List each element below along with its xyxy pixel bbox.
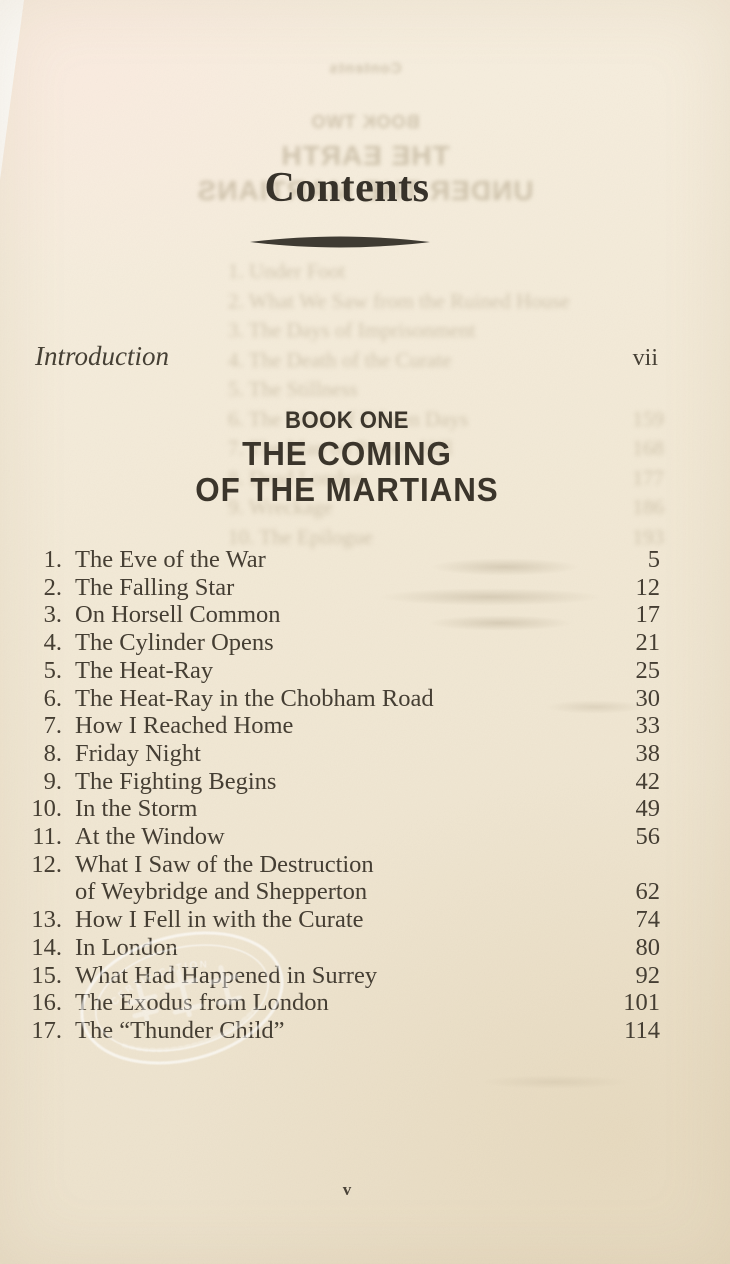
chapter-number: 13. <box>31 906 62 934</box>
chapter-page-number: 49 <box>635 795 661 823</box>
ghost-toc-line: 9. Wreckage 186 <box>228 495 664 519</box>
book-one-title-line1: THE COMING <box>242 435 452 472</box>
chapter-number: 10. <box>31 795 62 823</box>
chapter-page-number: 30 <box>635 684 661 712</box>
chapter-row: 3. On Horsell Common 17 <box>28 601 660 629</box>
chapter-row: 9. The Fighting Begins 42 <box>28 768 660 796</box>
chapter-title: How I Reached Home <box>75 712 294 740</box>
bleed-through-smudge <box>430 558 580 576</box>
emboss-stamp-watermark: CERTIFICATION <box>80 931 284 1065</box>
bleed-through-smudge <box>378 588 603 606</box>
chapter-page-number: 12 <box>635 573 661 601</box>
ghost-toc-line: 3. The Days of Imprisonment <box>228 318 476 342</box>
chapter-number: 1. <box>43 546 62 573</box>
chapter-number: 8. <box>43 739 62 767</box>
chapter-number: 6. <box>43 684 62 712</box>
ghost-toc-lines: 1. Under Foot 2. What We Saw from the Ru… <box>228 259 664 554</box>
chapter-page-number: 42 <box>635 767 661 795</box>
book-one-kicker: BOOK ONE <box>285 407 409 434</box>
ornament-divider <box>250 236 430 248</box>
chapter-page-number: 5 <box>647 546 660 573</box>
chapter-page-number: 38 <box>635 739 661 767</box>
bleed-through-smudge <box>545 700 645 714</box>
intro-row: Introduction vii <box>35 341 658 372</box>
bleed-through-smudge <box>428 615 573 631</box>
stamp-arc-text: CERTIFICATION <box>104 955 215 1009</box>
chapter-title: The Cylinder Opens <box>75 629 274 657</box>
chapter-row: 2. The Falling Star 12 <box>28 574 660 602</box>
chapter-page-number: 92 <box>635 961 661 989</box>
chapter-page-number: 25 <box>635 656 661 684</box>
chapter-number: 2. <box>43 573 62 601</box>
chapter-row: 10. In the Storm 49 <box>28 795 660 823</box>
chapter-title: At the Window <box>75 823 225 851</box>
chapter-page-number: 17 <box>635 601 661 629</box>
chapter-number: 15. <box>31 961 62 989</box>
chapter-page-number: 21 <box>635 629 661 657</box>
chapter-page-number: 33 <box>635 712 661 740</box>
chapter-number: 3. <box>43 601 62 629</box>
bleed-through-smudge <box>480 1075 630 1089</box>
chapter-page-number: 62 <box>635 878 661 906</box>
intro-page-number: vii <box>632 345 658 371</box>
chapter-title: On Horsell Common <box>75 601 281 629</box>
chapter-row: 6. The Heat-Ray in the Chobham Road 30 <box>28 685 660 713</box>
ghost-toc-line: 4. The Death of the Curate <box>228 347 452 372</box>
ghost-toc-line: 10. The Epilogue 193 <box>228 524 664 549</box>
chapter-number: 12. <box>31 850 62 878</box>
chapter-number: 7. <box>43 712 62 740</box>
chapter-row: 5. The Heat-Ray 25 <box>28 657 660 685</box>
chapter-row: 8. Friday Night 38 <box>28 740 660 768</box>
chapter-row: 4. The Cylinder Opens 21 <box>28 629 660 657</box>
chapter-number: 9. <box>43 767 62 795</box>
chapter-title: The Fighting Begins <box>75 767 277 795</box>
chapter-row: 11. At the Window 56 <box>28 823 660 851</box>
intro-label: Introduction <box>35 341 169 371</box>
chapter-number: 16. <box>31 989 62 1017</box>
chapter-title: The Eve of the War <box>75 546 266 573</box>
ghost-toc-line: 8. Dead London 177 <box>228 465 664 490</box>
chapter-page-number: 114 <box>624 1016 660 1044</box>
chapter-number: 4. <box>43 629 62 657</box>
ghost-toc-line: 6. The Work of Fifteen Days 159 <box>228 406 664 431</box>
chapter-title: The Heat-Ray <box>75 656 214 684</box>
chapter-title: Friday Night <box>75 739 201 767</box>
book-one-title-line2: OF THE MARTIANS <box>195 471 499 508</box>
chapter-row: 12. What I Saw of the Destruction of Wey… <box>28 851 660 906</box>
chapter-title: What I Saw of the Destruction of Weybrid… <box>75 850 374 906</box>
ghost-toc-line: 7. The Man on Putney Hill 168 <box>228 436 664 460</box>
photo-corner-wedge <box>0 0 24 180</box>
ghost-toc-line: 5. The Stillness <box>228 377 358 401</box>
ghost-book-two-kicker: BOOK TWO <box>310 112 420 132</box>
page-title: Contents <box>264 165 430 211</box>
chapter-number: 17. <box>31 1016 62 1044</box>
chapter-page-number: 74 <box>635 906 661 934</box>
ghost-toc-line: 1. Under Foot <box>228 259 346 283</box>
ghost-book-two-line1: THE EARTH <box>280 140 450 171</box>
chapter-page-number: 101 <box>623 989 660 1017</box>
folio-page-number: v <box>342 1180 352 1199</box>
chapter-row: 7. How I Reached Home 33 <box>28 712 660 740</box>
chapter-page-number: 80 <box>635 933 661 961</box>
svg-text:CERTIFICATION: CERTIFICATION <box>104 955 215 1009</box>
ghost-toc-line: 2. What We Saw from the Ruined House <box>228 288 570 313</box>
chapter-title: In the Storm <box>75 795 198 823</box>
chapter-number: 11. <box>32 823 62 851</box>
chapter-page-number: 56 <box>635 823 661 851</box>
chapter-row: 1. The Eve of the War 5 <box>28 546 660 574</box>
ghost-book-two-line2: UNDER THE MARTIANS <box>196 175 534 206</box>
chapter-number: 5. <box>43 656 62 684</box>
ghost-running-head: Contents <box>328 60 402 77</box>
chapter-title: The Falling Star <box>75 573 235 601</box>
book-one-heading: BOOK ONE THE COMING OF THE MARTIANS <box>0 406 694 508</box>
chapter-title: The Heat-Ray in the Chobham Road <box>75 684 434 712</box>
